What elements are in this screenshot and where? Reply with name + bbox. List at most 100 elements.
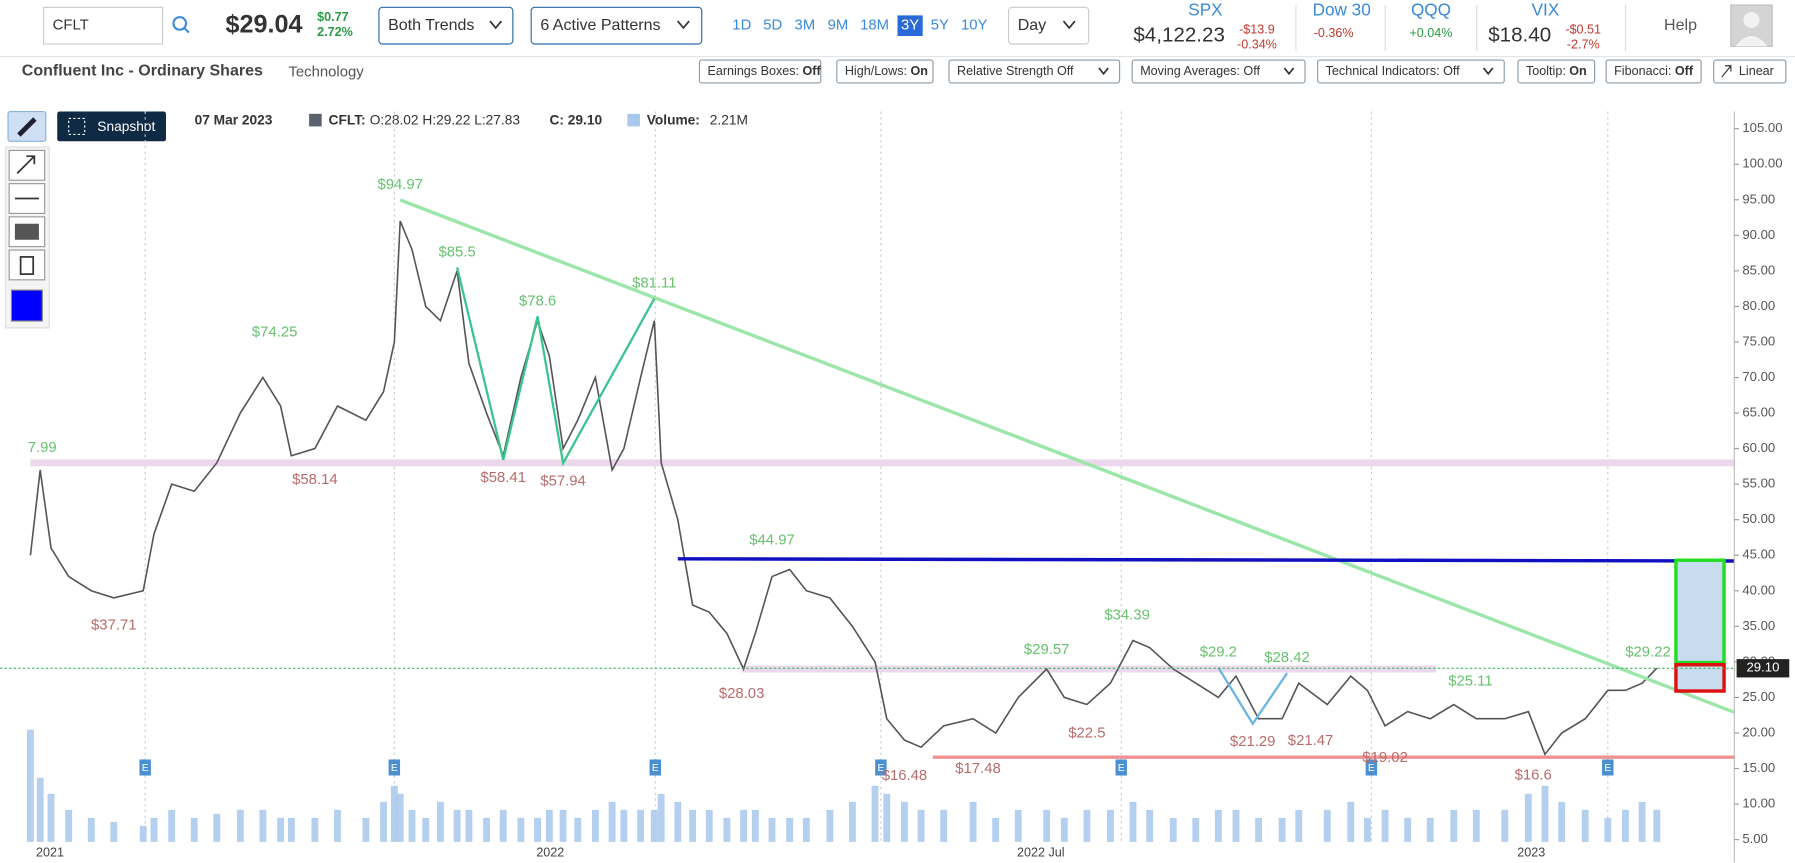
volume-bar bbox=[545, 809, 553, 842]
earnings-marker[interactable] bbox=[649, 759, 662, 776]
y-tick-label: 5.00 bbox=[1742, 831, 1768, 846]
volume-bar bbox=[1558, 801, 1566, 842]
earnings-marker[interactable] bbox=[875, 759, 887, 776]
index-value: $4,122.23 bbox=[1133, 23, 1225, 46]
tool-delete[interactable] bbox=[8, 249, 46, 281]
earnings-marker[interactable] bbox=[1115, 759, 1127, 776]
toggle-button[interactable] bbox=[948, 59, 1121, 84]
price-line bbox=[29, 220, 1658, 756]
pivot-label: $94.97 bbox=[377, 177, 423, 193]
volume-bar bbox=[674, 801, 682, 842]
y-tick-label: 10.00 bbox=[1742, 796, 1775, 811]
trend-menu-label: Both Trends bbox=[388, 16, 474, 34]
toggle-button[interactable] bbox=[698, 59, 822, 84]
range-button[interactable]: 3Y bbox=[901, 18, 919, 34]
pivot-label: $74.25 bbox=[252, 324, 298, 340]
volume-bar bbox=[139, 825, 147, 842]
toggle-label: Linear bbox=[1739, 64, 1774, 78]
volume-bar bbox=[1014, 809, 1022, 842]
help[interactable]: Help bbox=[1664, 16, 1697, 34]
volume-bar bbox=[657, 793, 665, 842]
color-picker[interactable] bbox=[10, 289, 43, 322]
snapshot-icon bbox=[68, 117, 86, 136]
trend-menu[interactable] bbox=[378, 6, 514, 45]
volume-bar bbox=[422, 817, 430, 842]
toggle-label: Moving Averages: Off bbox=[1140, 64, 1260, 78]
pattern-line bbox=[455, 267, 656, 467]
search-icon[interactable] bbox=[172, 16, 190, 34]
index-name[interactable]: QQQ bbox=[1411, 0, 1451, 19]
index-name[interactable]: SPX bbox=[1188, 0, 1223, 19]
earnings-label: E bbox=[652, 763, 659, 774]
toggle-state: On bbox=[911, 64, 928, 78]
pivot-label: $81.11 bbox=[632, 276, 676, 292]
earnings-label: E bbox=[142, 763, 149, 774]
range-button[interactable]: 18M bbox=[860, 18, 889, 34]
range-buttons: 1D 5D 3M 9M 18M 3Y 5Y 10Y bbox=[732, 15, 988, 36]
search-box[interactable] bbox=[42, 6, 164, 45]
y-tick-label: 85.00 bbox=[1742, 262, 1775, 277]
y-tick-label: 55.00 bbox=[1742, 476, 1775, 491]
toggle-label: Technical Indicators: Off bbox=[1326, 64, 1461, 78]
range-button[interactable]: 10Y bbox=[961, 18, 988, 34]
pattern-line bbox=[1217, 666, 1289, 726]
earnings-marker[interactable] bbox=[388, 759, 401, 776]
swatch bbox=[309, 113, 322, 127]
search-text: CFLT bbox=[53, 18, 89, 34]
y-tick-label: 90.00 bbox=[1742, 227, 1775, 242]
sector: Technology bbox=[288, 65, 364, 81]
toggle-button[interactable] bbox=[1713, 59, 1787, 84]
volume-bar bbox=[311, 817, 319, 842]
volume-bar bbox=[1426, 817, 1434, 842]
y-tick-label: 60.00 bbox=[1742, 440, 1775, 455]
pivot-label: $16.48 bbox=[882, 768, 928, 784]
toggle-button[interactable] bbox=[1517, 59, 1596, 84]
volume-bar bbox=[1381, 809, 1389, 842]
volume-bar bbox=[277, 817, 284, 842]
pattern-menu[interactable] bbox=[530, 6, 703, 45]
volume-bar bbox=[87, 817, 95, 842]
range-button[interactable]: 3M bbox=[794, 18, 815, 34]
pivot-label: $28.42 bbox=[1264, 650, 1310, 666]
volume-bar bbox=[1169, 817, 1177, 842]
chevron bbox=[1098, 67, 1109, 76]
snapshot-label: Snapshot bbox=[97, 119, 155, 134]
volume-bar bbox=[650, 809, 658, 842]
toggle-button[interactable] bbox=[1605, 59, 1702, 84]
volume-bar bbox=[723, 817, 731, 842]
toggle-state: On bbox=[1569, 64, 1586, 78]
interval-menu[interactable] bbox=[1007, 6, 1090, 45]
volume-bar bbox=[559, 809, 567, 842]
pivot-label: $37.71 bbox=[91, 617, 137, 633]
pivot-label: $19.02 bbox=[1362, 750, 1408, 766]
tool-arrow[interactable] bbox=[8, 149, 46, 181]
earnings-marker[interactable] bbox=[1602, 759, 1614, 776]
index-pct: -2.7% bbox=[1567, 37, 1600, 51]
range-button[interactable]: 5Y bbox=[931, 18, 949, 34]
target-box bbox=[1674, 663, 1726, 693]
volume-bar bbox=[65, 809, 73, 842]
earnings-marker[interactable] bbox=[139, 759, 151, 776]
x-tick-label: 2023 bbox=[1517, 846, 1545, 860]
volume-bar bbox=[637, 809, 644, 842]
index-name[interactable]: VIX bbox=[1532, 0, 1560, 19]
y-tick-label: 80.00 bbox=[1742, 298, 1775, 313]
volume-bar bbox=[1146, 809, 1154, 842]
interval-label: Day bbox=[1018, 16, 1046, 34]
range-button[interactable]: 1D bbox=[732, 18, 751, 34]
toggle-button[interactable] bbox=[1131, 59, 1306, 84]
toggle-button[interactable] bbox=[836, 59, 934, 84]
earnings-marker[interactable] bbox=[1365, 759, 1378, 776]
volume-bar bbox=[1404, 817, 1412, 842]
toggle-button[interactable] bbox=[1317, 59, 1505, 84]
trash-icon bbox=[19, 256, 35, 275]
index-name[interactable]: Dow 30 bbox=[1313, 0, 1371, 19]
volume-bar bbox=[1364, 817, 1371, 842]
range-button[interactable]: 9M bbox=[828, 18, 849, 34]
volume-bar bbox=[483, 817, 490, 842]
volume-bar bbox=[740, 809, 747, 842]
range-button[interactable]: 5D bbox=[763, 18, 782, 34]
volume-bar bbox=[236, 809, 244, 842]
earnings-label: E bbox=[1368, 763, 1375, 774]
